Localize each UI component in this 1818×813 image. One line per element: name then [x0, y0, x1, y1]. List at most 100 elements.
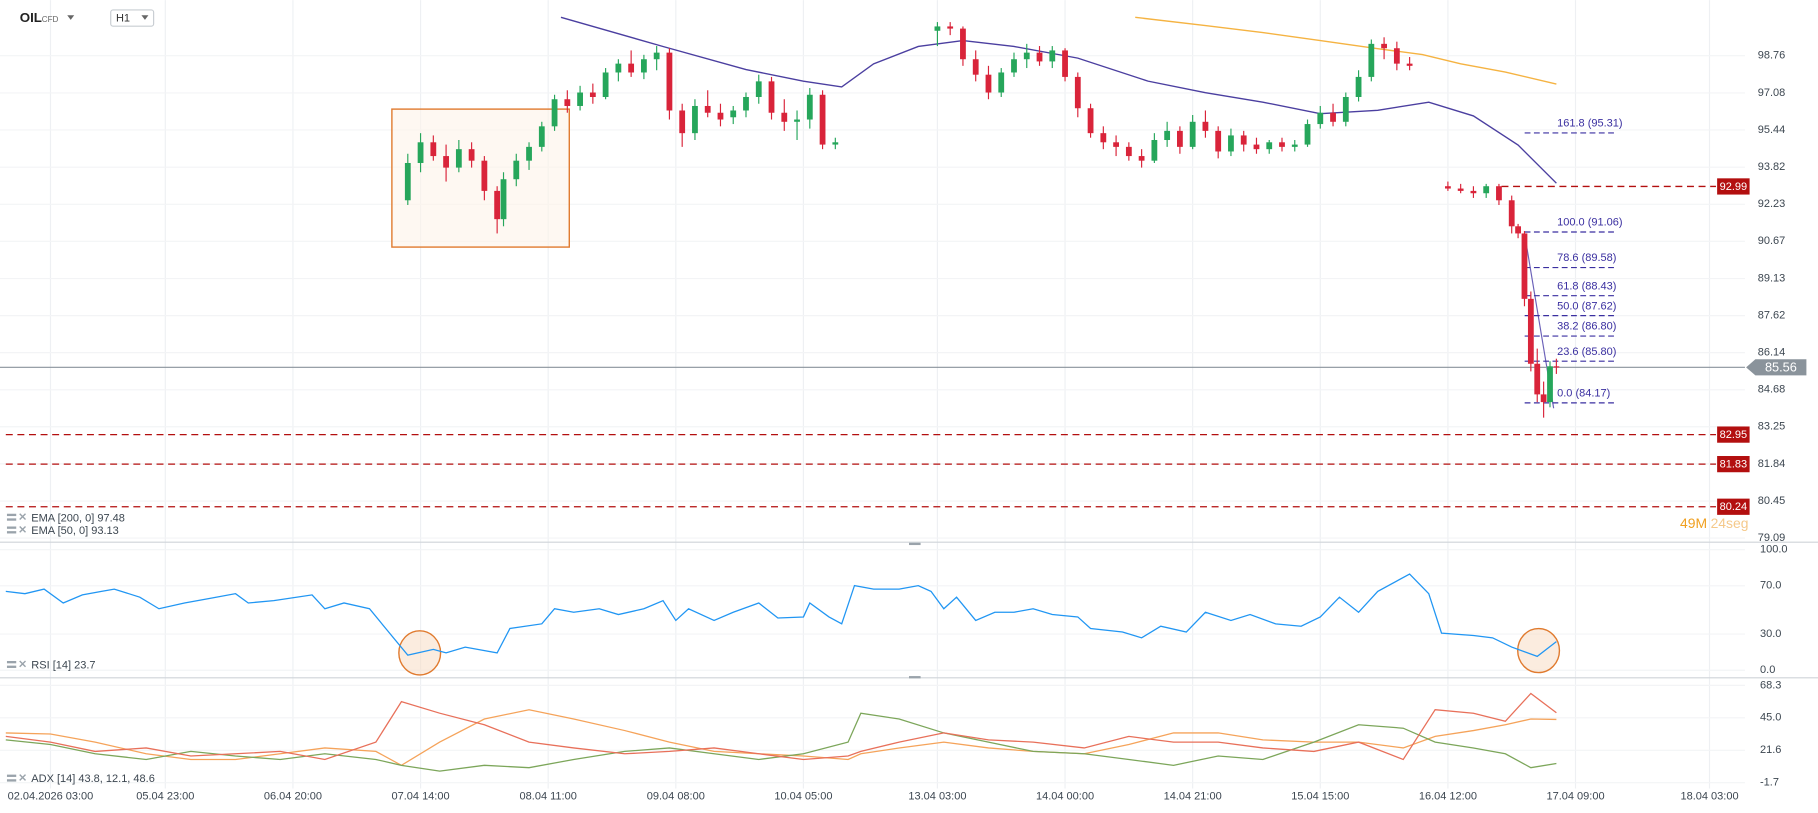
candle-body [430, 142, 437, 157]
fib-label: 50.0 (87.62) [1557, 300, 1616, 312]
candle-body [526, 146, 532, 161]
candle-body [1279, 142, 1285, 147]
menu-icon[interactable] [6, 779, 17, 782]
x-tick-label: 14.04 00:00 [1036, 791, 1094, 803]
candle-body [1023, 52, 1030, 60]
candle-body [1074, 76, 1081, 109]
candle-body [1011, 59, 1017, 73]
candle-body [1406, 63, 1413, 66]
candle-body [1062, 50, 1068, 77]
candle-body [481, 160, 488, 191]
candle-body [1164, 130, 1171, 141]
y-tick-label: 83.25 [1758, 421, 1786, 433]
x-tick-label: 08.04 11:00 [520, 791, 577, 803]
y-tick-label: 87.62 [1758, 310, 1786, 322]
x-tick-label: 15.04 15:00 [1291, 791, 1349, 803]
candle-body [404, 162, 411, 201]
candle-body [1393, 48, 1400, 64]
candle-body [500, 179, 507, 220]
candle-body [1355, 76, 1362, 97]
x-tick-label: 05.04 23:00 [136, 791, 194, 803]
candle-body [1291, 144, 1298, 147]
candle-body [679, 110, 686, 134]
countdown-minutes: 49M [1680, 515, 1707, 531]
indicator-line [5, 573, 1557, 658]
y-tick-label: 80.45 [1758, 495, 1786, 507]
candle-body [1189, 121, 1196, 147]
x-tick-label: 16.04 12:00 [1419, 791, 1477, 803]
menu-icon[interactable] [6, 665, 17, 668]
menu-icon[interactable] [6, 526, 17, 529]
candle-body [1553, 366, 1560, 368]
candle-body [455, 149, 462, 168]
close-icon[interactable] [19, 526, 26, 533]
candle-body [985, 74, 992, 93]
candle-body [1508, 200, 1515, 227]
indicator-line [5, 692, 1557, 761]
y-tick-label: 30.0 [1760, 628, 1781, 640]
x-tick-label: 10.04 05:00 [774, 791, 832, 803]
candle-body [417, 142, 424, 163]
candle-body [577, 92, 583, 106]
candle-body [1138, 156, 1145, 161]
symbol-dropdown[interactable] [67, 15, 75, 20]
menu-icon[interactable] [6, 518, 17, 521]
candle-body [960, 28, 966, 60]
y-tick-label: 92.23 [1758, 198, 1786, 210]
fib-label: 0.0 (84.17) [1557, 388, 1610, 400]
menu-icon[interactable] [6, 531, 17, 534]
close-icon[interactable] [19, 660, 26, 668]
candle-body [1113, 142, 1119, 147]
symbol[interactable]: OIL [20, 10, 42, 25]
timeframe-dropdown[interactable] [141, 15, 149, 20]
price-level-box [1717, 498, 1750, 515]
y-tick-label: 0.0 [1760, 664, 1775, 676]
candle-body [1534, 363, 1541, 395]
candle-body [1330, 112, 1336, 122]
timeframe-select[interactable] [110, 9, 155, 27]
fib-label: 78.6 (89.58) [1557, 252, 1616, 264]
candle-body [1151, 140, 1158, 161]
ema-line [560, 16, 1557, 184]
candle-body [564, 99, 571, 106]
panel-handle[interactable] [909, 676, 921, 679]
close-icon[interactable] [19, 774, 26, 781]
legend-entry: EMA [200, 0] 97.48 [31, 512, 125, 524]
rsi-highlight-circle [1517, 627, 1561, 674]
candle-body [1445, 186, 1451, 189]
candle-body [819, 94, 826, 145]
candle-body [1515, 226, 1521, 234]
panel-handle[interactable] [909, 542, 921, 546]
candle-body [717, 112, 724, 120]
y-tick-label: 90.67 [1758, 235, 1786, 247]
candle-body [1496, 186, 1502, 201]
price-level-label: 80.24 [1720, 501, 1748, 513]
candle-body [781, 112, 788, 122]
candle-body [934, 26, 941, 31]
fib-label: 23.6 (85.80) [1557, 346, 1616, 358]
candle-body [806, 94, 813, 120]
candle-body [1547, 366, 1553, 403]
candle-body [1470, 190, 1477, 194]
x-tick-label: 09.04 08:00 [647, 791, 705, 803]
candle-body [602, 72, 609, 97]
menu-icon[interactable] [6, 660, 17, 664]
candle-body [615, 63, 622, 73]
menu-icon[interactable] [6, 774, 17, 777]
y-tick-label: 84.68 [1758, 384, 1786, 396]
candle-body [1381, 43, 1387, 49]
menu-icon[interactable] [6, 513, 17, 517]
candle-body [628, 63, 635, 73]
close-icons [19, 513, 26, 781]
candle-body [1317, 112, 1324, 125]
candle-body [743, 96, 749, 111]
candle-body [1457, 188, 1464, 191]
grid-layer [0, 0, 1745, 789]
candle-body [1215, 130, 1222, 152]
close-icon[interactable] [19, 513, 26, 521]
candle-body [1521, 233, 1528, 299]
candle-body [972, 59, 979, 75]
y-tick-label: 68.3 [1760, 679, 1781, 691]
